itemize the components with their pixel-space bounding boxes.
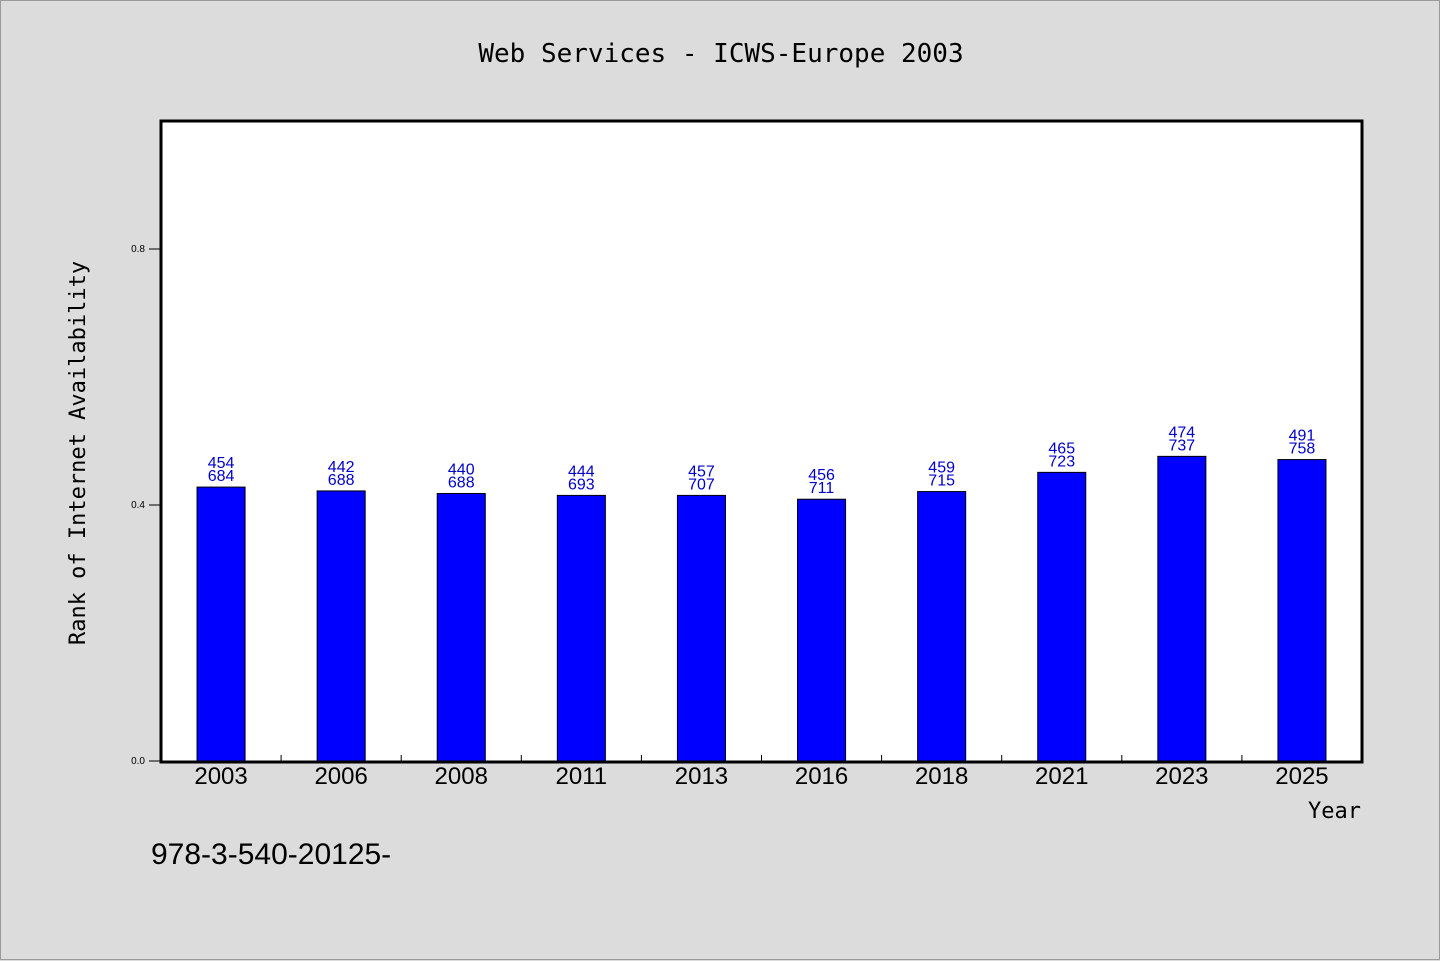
bar-data-label: 715 [928, 473, 955, 490]
bar-data-label: 693 [568, 476, 595, 493]
bar-data-label: 474 [1168, 424, 1195, 441]
bar-data-label: 457 [688, 463, 715, 480]
bar-data-label: 688 [328, 472, 355, 489]
bar-2011 [556, 494, 606, 762]
bar-2013 [676, 494, 726, 762]
bar-2016 [797, 498, 847, 762]
x-tick-label: 2016 [795, 763, 848, 790]
y-axis-label: Rank of Internet Availability [66, 261, 91, 645]
y-tick-label: 0.0 [131, 756, 145, 767]
y-tick-label: 0.8 [131, 244, 145, 255]
data-labels-group: 4546844426884406884446934577074567114597… [208, 424, 1316, 497]
x-tick-label: 2013 [675, 763, 728, 790]
bar-data-label: 454 [208, 455, 235, 472]
x-axis-label: Year [1308, 799, 1361, 824]
y-axis: 0.0 0.4 0.8 [131, 244, 1243, 767]
bar-data-label: 711 [809, 480, 835, 497]
bar-data-label: 758 [1289, 441, 1316, 458]
bar-data-label: 688 [448, 474, 475, 491]
bar-data-label: 491 [1289, 428, 1316, 445]
bar-data-label: 723 [1048, 453, 1075, 470]
bar-2006 [316, 490, 366, 762]
bar-data-label: 684 [208, 468, 235, 485]
x-axis: 2003 2006 2008 2011 2013 2016 2018 2021 2023 2025 [194, 763, 1328, 790]
x-tick-label: 2006 [314, 763, 367, 790]
x-tick-label: 2018 [915, 763, 968, 790]
bar-2021 [1037, 471, 1087, 762]
bar-data-label: 444 [568, 463, 595, 480]
bar-2023 [1157, 455, 1207, 762]
x-tick-label: 2025 [1275, 763, 1328, 790]
bar-data-label: 459 [928, 460, 955, 477]
x-tick-label: 2023 [1155, 763, 1208, 790]
x-tick-label: 2011 [556, 763, 608, 790]
chart-title: Web Services - ICWS-Europe 2003 [478, 39, 963, 69]
footer-text: 978-3-540-20125- [151, 838, 391, 871]
y-tick-label: 0.4 [131, 500, 145, 511]
bar-data-label: 737 [1168, 437, 1195, 454]
x-tick-label: 2003 [194, 763, 247, 790]
x-tick-label: 2008 [435, 763, 488, 790]
bar-data-label: 456 [808, 467, 835, 484]
bar-2003 [196, 486, 246, 762]
bar-data-label: 442 [328, 459, 355, 476]
bar-2018 [917, 491, 967, 762]
bar-2025 [1277, 459, 1327, 762]
x-tick-label: 2021 [1035, 763, 1088, 790]
bar-data-label: 440 [448, 461, 475, 478]
bar-2008 [436, 492, 486, 762]
bar-data-label: 465 [1048, 440, 1075, 457]
bars-group [196, 455, 1327, 762]
bar-data-label: 707 [688, 476, 715, 493]
